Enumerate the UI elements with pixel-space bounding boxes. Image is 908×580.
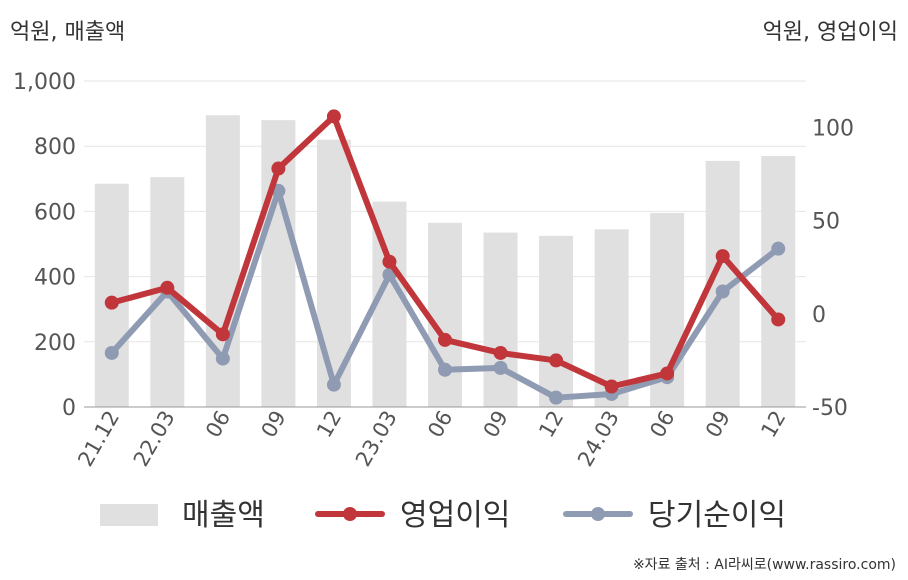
operating-profit-point	[715, 249, 730, 264]
x-tick-label: 06	[201, 407, 235, 442]
operating-profit-point	[326, 109, 341, 124]
left-tick-label: 600	[34, 200, 76, 225]
net-income-point	[438, 362, 452, 377]
x-tick-label: 06	[645, 407, 679, 442]
net-income-point	[326, 377, 341, 392]
revenue-bar	[594, 229, 629, 407]
right-tick-label: 100	[812, 117, 854, 142]
operating-profit-point	[271, 161, 286, 176]
x-tick-label: 22.03	[129, 407, 180, 471]
operating-profit-point	[382, 254, 397, 269]
net-income-point	[493, 360, 508, 375]
x-tick-label: 12	[534, 407, 568, 442]
legend-label-revenue: 매출액	[182, 498, 265, 533]
operating-profit-point	[438, 332, 452, 347]
revenue-bar	[539, 235, 574, 407]
left-axis-unit: 억원, 매출액	[10, 20, 126, 45]
x-tick-label: 09	[701, 407, 735, 442]
operating-profit-point	[660, 366, 675, 381]
legend-label-net-income: 당기순이익	[648, 498, 786, 533]
x-tick-label: 23.03	[351, 407, 402, 471]
legend-marker-operating-profit	[343, 507, 357, 521]
revenue-bar	[428, 222, 462, 407]
net-income-point	[549, 390, 564, 405]
left-tick-label: 800	[34, 135, 76, 160]
x-tick-label: 12	[312, 407, 346, 442]
left-tick-label: 1,000	[13, 70, 76, 95]
net-income-point	[215, 351, 230, 366]
net-income-point	[771, 241, 786, 256]
source-note: ※자료 출처 : AI라씨로(www.rassiro.com)	[632, 557, 896, 573]
revenue-bar	[483, 232, 518, 407]
legend-label-operating-profit: 영업이익	[400, 498, 510, 533]
operating-profit-point	[493, 345, 508, 360]
operating-profit-point	[771, 312, 786, 327]
operating-profit-point	[160, 280, 175, 295]
x-tick-label: 09	[479, 407, 513, 442]
operating-profit-point	[215, 327, 230, 342]
legend-swatch-revenue	[100, 504, 158, 526]
operating-profit-point	[604, 379, 619, 394]
left-tick-label: 400	[34, 266, 76, 291]
legend-marker-net-income	[591, 507, 605, 521]
right-tick-label: 50	[812, 210, 840, 235]
x-tick-label: 12	[756, 407, 790, 442]
left-tick-label: 0	[62, 396, 76, 421]
right-tick-label: 0	[812, 303, 826, 328]
revenue-bar	[94, 183, 129, 407]
revenue-bar	[761, 155, 796, 407]
right-tick-label: -50	[812, 396, 848, 421]
x-tick-label: 24.03	[573, 407, 624, 471]
left-tick-label: 200	[34, 331, 76, 356]
x-tick-label: 06	[423, 407, 457, 442]
operating-profit-point	[104, 295, 119, 310]
right-axis-unit: 억원, 영업이익	[762, 20, 898, 45]
net-income-point	[715, 284, 730, 299]
operating-profit-point	[549, 353, 564, 368]
x-tick-label: 21.12	[73, 407, 124, 471]
x-tick-label: 09	[257, 407, 291, 442]
net-income-point	[104, 345, 119, 360]
